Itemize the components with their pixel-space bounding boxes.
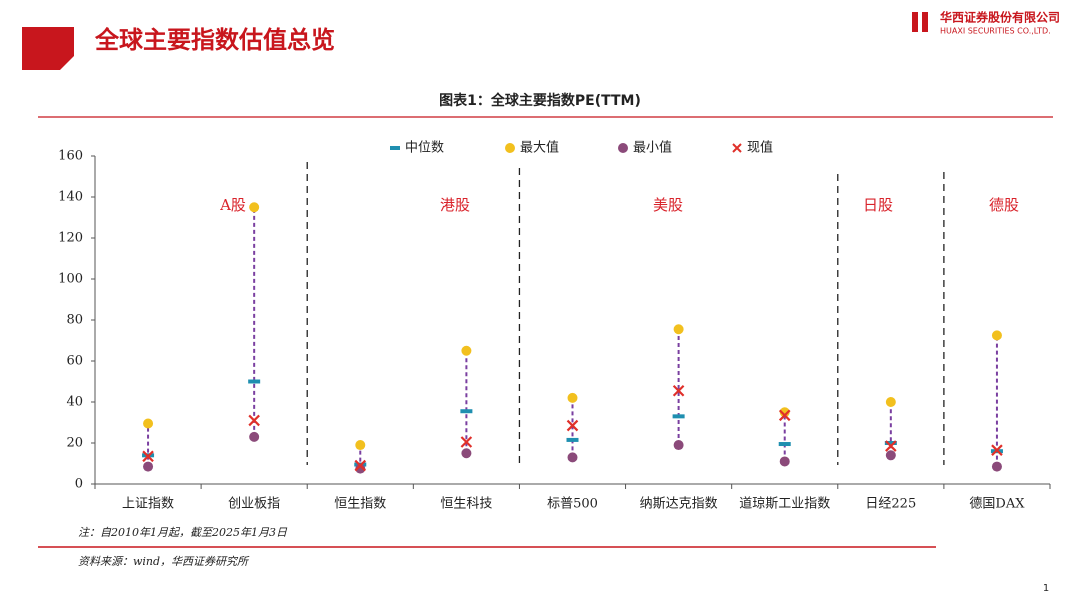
legend-swatch [505,143,515,153]
dot-mark [461,448,472,459]
cross-mark [566,419,579,432]
y-tick-label: 80 [66,313,83,328]
median-mark [460,409,473,414]
annotation: A股 [219,196,246,214]
company-name: 华西证券股份有限公司 [940,10,1060,25]
dot-mark [249,202,260,213]
dot-mark [779,456,790,467]
dot-mark [249,431,260,442]
dot-mark [991,330,1002,341]
note: 注：自2010年1月起，截至2025年1月3日 [78,526,288,539]
dot-mark [355,463,366,474]
annotation: 美股 [653,196,683,214]
annotation: 港股 [440,196,470,214]
page-number: 1 [1043,583,1049,594]
chart-title: 图表1：全球主要指数PE(TTM) [439,92,641,109]
cross-mark [991,444,1003,456]
cross-mark [778,409,791,422]
dot-mark [143,418,154,429]
dot-mark [567,392,578,403]
y-tick-label: 120 [58,231,83,246]
dot-mark [673,324,684,335]
cross-mark [142,450,154,463]
x-tick-label: 标普500 [547,497,598,512]
cross-mark [460,436,473,448]
dot-mark [673,440,684,451]
median-mark [672,414,685,419]
median-mark [778,442,791,447]
legend-label: 现值 [747,140,773,156]
x-tick-label: 上证指数 [122,497,174,512]
y-tick-label: 160 [58,149,83,164]
x-tick-label: 德国DAX [969,497,1025,512]
y-tick-label: 0 [75,477,83,492]
cross-mark [354,459,367,472]
x-tick-label: 日经225 [865,497,916,512]
cross-mark [885,440,897,452]
y-tick-label: 60 [66,354,83,369]
legend-label: 中位数 [405,141,444,156]
dot-mark [885,397,896,407]
page-title: 全球主要指数估值总览 [94,26,335,54]
median-mark [566,437,579,442]
median-mark [884,441,897,445]
y-tick-label: 20 [66,436,83,451]
header-notch [60,56,74,70]
logo-icon [922,12,928,32]
cross-mark [672,384,685,397]
dot-mark [143,461,154,472]
y-tick-label: 100 [58,272,83,287]
median-mark [248,379,261,384]
x-tick-label: 道琼斯工业指数 [739,497,830,512]
dot-mark [461,345,472,356]
dot-mark [885,450,896,461]
x-tick-label: 纳斯达克指数 [640,497,718,512]
logo-icon [912,12,918,32]
dot-mark [779,407,790,418]
source: 资料来源：wind，华西证券研究所 [78,555,250,568]
y-tick-label: 40 [66,395,83,410]
x-tick-label: 创业板指 [228,497,280,512]
x-tick-label: 恒生科技 [440,497,492,512]
x-tick-label: 恒生指数 [334,497,386,512]
dot-mark [567,452,578,463]
header-block [22,27,74,70]
dot-mark [355,440,366,451]
legend-label: 最大值 [520,140,559,156]
dot-mark [991,461,1002,472]
annotation: 德股 [989,196,1019,214]
legend-swatch [390,146,400,150]
annotation: 日股 [863,196,893,214]
y-tick-label: 140 [58,190,83,205]
legend-swatch [618,143,628,153]
cross-mark [248,414,260,427]
company-name-en: HUAXI SECURITIES CO.,LTD. [940,27,1051,36]
legend-swatch [732,143,742,153]
legend-label: 最小值 [633,140,672,156]
